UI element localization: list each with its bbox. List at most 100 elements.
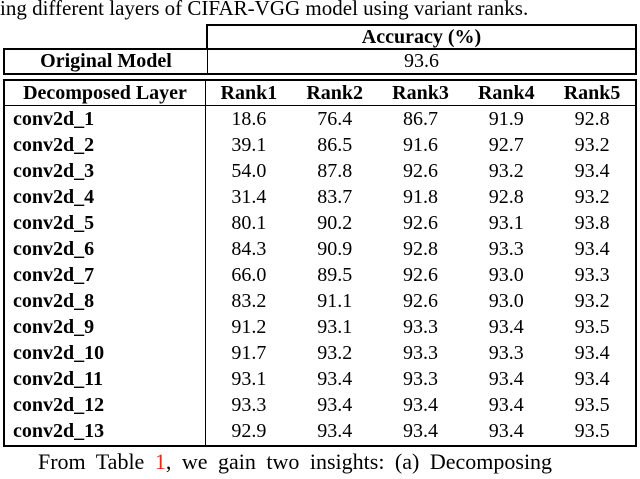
- accuracy-summary-table: Accuracy (%) Original Model 93.6: [3, 24, 637, 75]
- paragraph-text-before-ref: From Table: [38, 449, 155, 474]
- layer-name: conv2d_13: [5, 418, 206, 446]
- column-header-rank1: Rank1: [220, 81, 278, 104]
- table-row: conv2d_6 84.3 90.9 92.8 93.3 93.4: [5, 236, 635, 263]
- column-header-rank4: Rank4: [477, 81, 535, 104]
- accuracy-value: 93.4: [402, 394, 438, 417]
- accuracy-value: 93.4: [402, 420, 438, 443]
- accuracy-value: 93.3: [488, 237, 524, 260]
- accuracy-value: 92.8: [488, 185, 524, 208]
- accuracy-value: 31.4: [231, 185, 267, 208]
- original-model-row: Original Model 93.6: [3, 48, 637, 75]
- accuracy-value: 84.3: [231, 237, 267, 260]
- accuracy-value: 93.4: [317, 394, 353, 417]
- column-header-decomposed-layer: Decomposed Layer: [5, 81, 206, 105]
- layer-name: conv2d_8: [5, 288, 206, 315]
- table-row: conv2d_2 39.1 86.5 91.6 92.7 93.2: [5, 132, 635, 159]
- accuracy-value: 93.2: [574, 290, 610, 313]
- accuracy-value: 92.8: [574, 107, 610, 130]
- accuracy-value: 93.5: [574, 420, 610, 443]
- accuracy-value: 91.8: [402, 185, 438, 208]
- layer-name: conv2d_5: [5, 210, 206, 237]
- accuracy-value: 39.1: [231, 133, 267, 156]
- accuracy-value: 92.6: [402, 159, 438, 182]
- table-row: conv2d_8 83.2 91.1 92.6 93.0 93.2: [5, 288, 635, 315]
- table-row: conv2d_13 92.9 93.4 93.4 93.4 93.5: [5, 418, 635, 446]
- layer-name: conv2d_12: [5, 392, 206, 419]
- accuracy-value: 93.3: [231, 394, 267, 417]
- accuracy-value: 93.2: [317, 342, 353, 365]
- accuracy-value: 93.4: [488, 368, 524, 391]
- table-row: conv2d_5 80.1 90.2 92.6 93.1 93.8: [5, 210, 635, 237]
- accuracy-value: 93.1: [231, 368, 267, 391]
- rank-table-header-row: Decomposed Layer Rank1 Rank2 Rank3 Rank4…: [5, 81, 635, 106]
- accuracy-value: 90.2: [317, 211, 353, 234]
- empty-corner-cell: [3, 24, 206, 48]
- accuracy-value: 92.6: [402, 211, 438, 234]
- accuracy-value: 93.3: [402, 342, 438, 365]
- accuracy-value: 90.9: [317, 237, 353, 260]
- accuracy-value: 92.7: [488, 133, 524, 156]
- accuracy-value: 93.4: [574, 368, 610, 391]
- accuracy-value: 92.8: [402, 237, 438, 260]
- table-row: conv2d_9 91.2 93.1 93.3 93.4 93.5: [5, 314, 635, 341]
- accuracy-value: 93.2: [574, 133, 610, 156]
- accuracy-header-cell: Accuracy (%): [206, 24, 637, 48]
- layer-name: conv2d_3: [5, 158, 206, 185]
- accuracy-value: 91.7: [231, 342, 267, 365]
- accuracy-value: 93.4: [317, 420, 353, 443]
- accuracy-value: 66.0: [231, 264, 267, 286]
- accuracy-value: 89.5: [317, 264, 353, 286]
- accuracy-value: 93.5: [574, 394, 610, 417]
- accuracy-value: 91.1: [317, 290, 353, 313]
- accuracy-value: 93.5: [574, 316, 610, 339]
- accuracy-value: 92.6: [402, 264, 438, 286]
- original-model-label: Original Model: [5, 50, 208, 73]
- table-1-reference-link[interactable]: 1: [154, 449, 166, 474]
- accuracy-value: 93.3: [488, 342, 524, 365]
- column-header-rank3: Rank3: [392, 81, 449, 104]
- paragraph-text-after-ref: , we gain two insights: (a) Decomposing: [165, 449, 553, 474]
- accuracy-value: 91.2: [231, 316, 267, 339]
- layer-name: conv2d_11: [5, 366, 206, 393]
- accuracy-value: 93.4: [317, 368, 353, 391]
- accuracy-value: 93.3: [402, 368, 438, 391]
- column-header-rank5: Rank5: [563, 81, 621, 104]
- accuracy-value: 93.4: [574, 237, 610, 260]
- accuracy-value: 92.9: [231, 420, 267, 443]
- accuracy-value: 93.2: [488, 159, 524, 182]
- accuracy-value: 91.9: [488, 107, 524, 130]
- accuracy-value: 93.8: [574, 211, 610, 234]
- accuracy-value: 93.1: [488, 211, 524, 234]
- accuracy-value: 93.2: [574, 185, 610, 208]
- table-row: conv2d_10 91.7 93.2 93.3 93.3 93.4: [5, 340, 635, 367]
- accuracy-value: 86.5: [317, 133, 353, 156]
- accuracy-value: 86.7: [402, 107, 438, 130]
- table-row: conv2d_11 93.1 93.4 93.3 93.4 93.4: [5, 366, 635, 393]
- accuracy-value: 54.0: [231, 159, 267, 182]
- layer-name: conv2d_2: [5, 132, 206, 159]
- layer-name: conv2d_6: [5, 236, 206, 263]
- table-row: conv2d_3 54.0 87.8 92.6 93.2 93.4: [5, 158, 635, 185]
- layer-name: conv2d_10: [5, 340, 206, 367]
- accuracy-header-row: Accuracy (%): [3, 24, 637, 48]
- column-header-rank2: Rank2: [306, 81, 364, 104]
- accuracy-value: 93.4: [574, 342, 610, 365]
- accuracy-value: 18.6: [231, 107, 267, 130]
- table-row: conv2d_7 66.0 89.5 92.6 93.0 93.3: [5, 262, 635, 289]
- layer-name: conv2d_1: [5, 106, 206, 133]
- accuracy-value: 93.4: [574, 159, 610, 182]
- layer-name: conv2d_4: [5, 184, 206, 211]
- accuracy-value: 93.3: [402, 316, 438, 339]
- accuracy-value: 93.4: [488, 420, 524, 443]
- accuracy-value: 93.4: [488, 394, 524, 417]
- decomposed-layer-rank-table: Decomposed Layer Rank1 Rank2 Rank3 Rank4…: [3, 79, 637, 447]
- accuracy-value: 92.6: [402, 290, 438, 313]
- accuracy-value: 76.4: [317, 107, 353, 130]
- accuracy-value: 83.2: [231, 290, 267, 313]
- original-model-accuracy-value: 93.6: [404, 50, 439, 72]
- table-row: conv2d_12 93.3 93.4 93.4 93.4 93.5: [5, 392, 635, 419]
- accuracy-value: 93.4: [488, 316, 524, 339]
- accuracy-value: 93.0: [488, 264, 524, 286]
- accuracy-value: 87.8: [317, 159, 353, 182]
- table-caption-fragment: ing different layers of CIFAR-VGG model …: [0, 0, 529, 20]
